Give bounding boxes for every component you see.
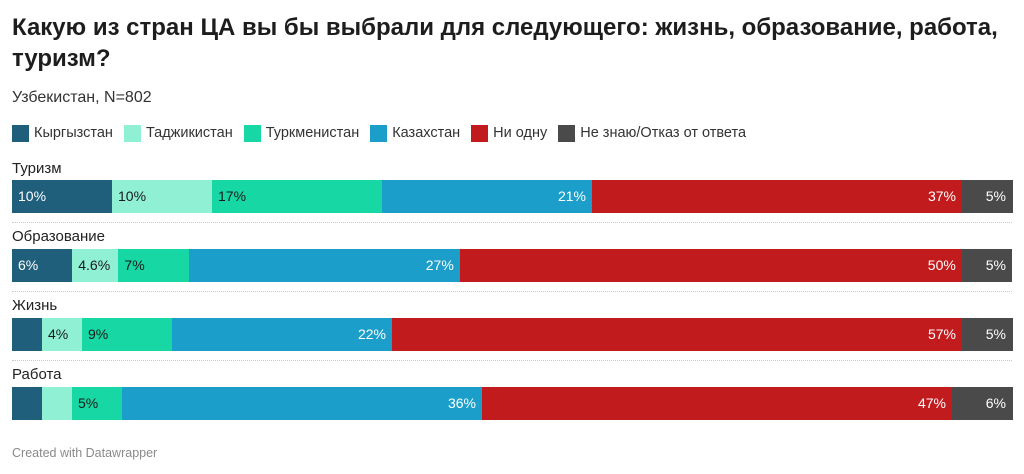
legend-item: Кыргызстан: [12, 124, 113, 142]
data-label: 5%: [985, 188, 1006, 204]
data-label: 4.6%: [78, 257, 111, 273]
row-separator: [12, 291, 1012, 292]
row-label-0: Туризм: [12, 160, 62, 177]
bar-segment-кыргызстан: [12, 318, 43, 351]
data-label: 10%: [118, 188, 147, 204]
bar-segment-не-знаю-отказ-от-ответа: [952, 387, 1013, 420]
legend-item: Не знаю/Отказ от ответа: [558, 124, 747, 142]
legend-swatch: [123, 124, 141, 142]
row-label-3: Работа: [12, 366, 62, 383]
legend-label: Туркменистан: [265, 125, 360, 141]
data-label: 5%: [78, 395, 99, 411]
bar-segment-таджикистан: [72, 249, 119, 282]
legend-item: Туркменистан: [243, 124, 360, 142]
bar-segment-кыргызстан: [12, 249, 73, 282]
data-label: 50%: [927, 257, 956, 273]
bar-segment-не-знаю-отказ-от-ответа: [962, 180, 1013, 213]
legend-label: Не знаю/Отказ от ответа: [580, 125, 747, 141]
row-label-2: Жизнь: [12, 297, 58, 314]
data-label: 6%: [18, 257, 39, 273]
bar-segment-туркменистан: [72, 387, 123, 420]
bar-row-0: 10% 10% 17% 21% 37% 5%: [12, 180, 1013, 213]
bar-segment-кыргызстан: [12, 387, 43, 420]
bar-segment-не-знаю-отказ-от-ответа: [962, 318, 1013, 351]
bar-segment-ни-одну: [392, 318, 963, 351]
row-separator: [12, 360, 1012, 361]
data-label: 21%: [557, 188, 586, 204]
data-label: 5%: [985, 326, 1006, 342]
data-label: 7%: [124, 257, 145, 273]
bar-segment-казахстан: [382, 180, 593, 213]
bar-segment-туркменистан: [212, 180, 383, 213]
legend-swatch: [558, 124, 576, 142]
legend-item: Казахстан: [370, 124, 461, 142]
bar-segment-туркменистан: [82, 318, 173, 351]
bar-segment-ни-одну: [459, 249, 963, 282]
legend-label: Казахстан: [392, 125, 461, 141]
bar-segment-казахстан: [122, 387, 483, 420]
legend-label: Кыргызстан: [34, 125, 113, 141]
data-label: 4%: [48, 326, 69, 342]
credit-footer: Created with Datawrapper: [12, 446, 158, 460]
data-label: 5%: [985, 257, 1006, 273]
data-label: 27%: [425, 257, 454, 273]
bar-segment-казахстан: [188, 249, 461, 282]
legend-swatch: [370, 124, 388, 142]
legend-item: Ни одну: [471, 124, 548, 142]
data-label: 36%: [447, 395, 476, 411]
legend-item: Таджикистан: [123, 124, 233, 142]
data-label: 57%: [927, 326, 956, 342]
chart-subtitle: Узбекистан, N=802: [12, 89, 152, 106]
data-label: 17%: [218, 188, 247, 204]
bar-row-1: 6% 4.6% 7% 27% 50% 5%: [12, 249, 1013, 282]
bar-segment-туркменистан: [118, 249, 190, 282]
data-label: 9%: [88, 326, 109, 342]
bar-segment-не-знаю-отказ-от-ответа: [961, 249, 1013, 282]
data-label: 37%: [927, 188, 956, 204]
legend-label: Ни одну: [493, 125, 548, 141]
row-label-1: Образование: [12, 228, 105, 245]
bar-segment-ни-одну: [592, 180, 963, 213]
legend-label: Таджикистан: [145, 125, 233, 141]
bar-segment-таджикистан: [112, 180, 213, 213]
legend-swatch: [471, 124, 489, 142]
chart-title: Какую из стран ЦА вы бы выбрали для след…: [12, 14, 998, 72]
data-label: 6%: [985, 395, 1006, 411]
bar-segment-таджикистан: [42, 318, 83, 351]
data-label: 10%: [18, 188, 47, 204]
data-label: 47%: [917, 395, 946, 411]
bar-segment-казахстан: [172, 318, 393, 351]
data-label: 22%: [357, 326, 386, 342]
legend: Кыргызстан Таджикистан Туркменистан Казахст…: [12, 124, 757, 142]
legend-swatch: [12, 124, 29, 142]
legend-swatch: [243, 124, 261, 142]
bar-segment-ни-одну: [482, 387, 953, 420]
bar-row-3: 5% 36% 47% 6%: [12, 387, 1013, 420]
bar-segment-таджикистан: [42, 387, 73, 420]
bar-row-2: 4% 9% 22% 57% 5%: [12, 318, 1013, 351]
bar-segment-кыргызстан: [12, 180, 113, 213]
row-separator: [12, 222, 1012, 223]
